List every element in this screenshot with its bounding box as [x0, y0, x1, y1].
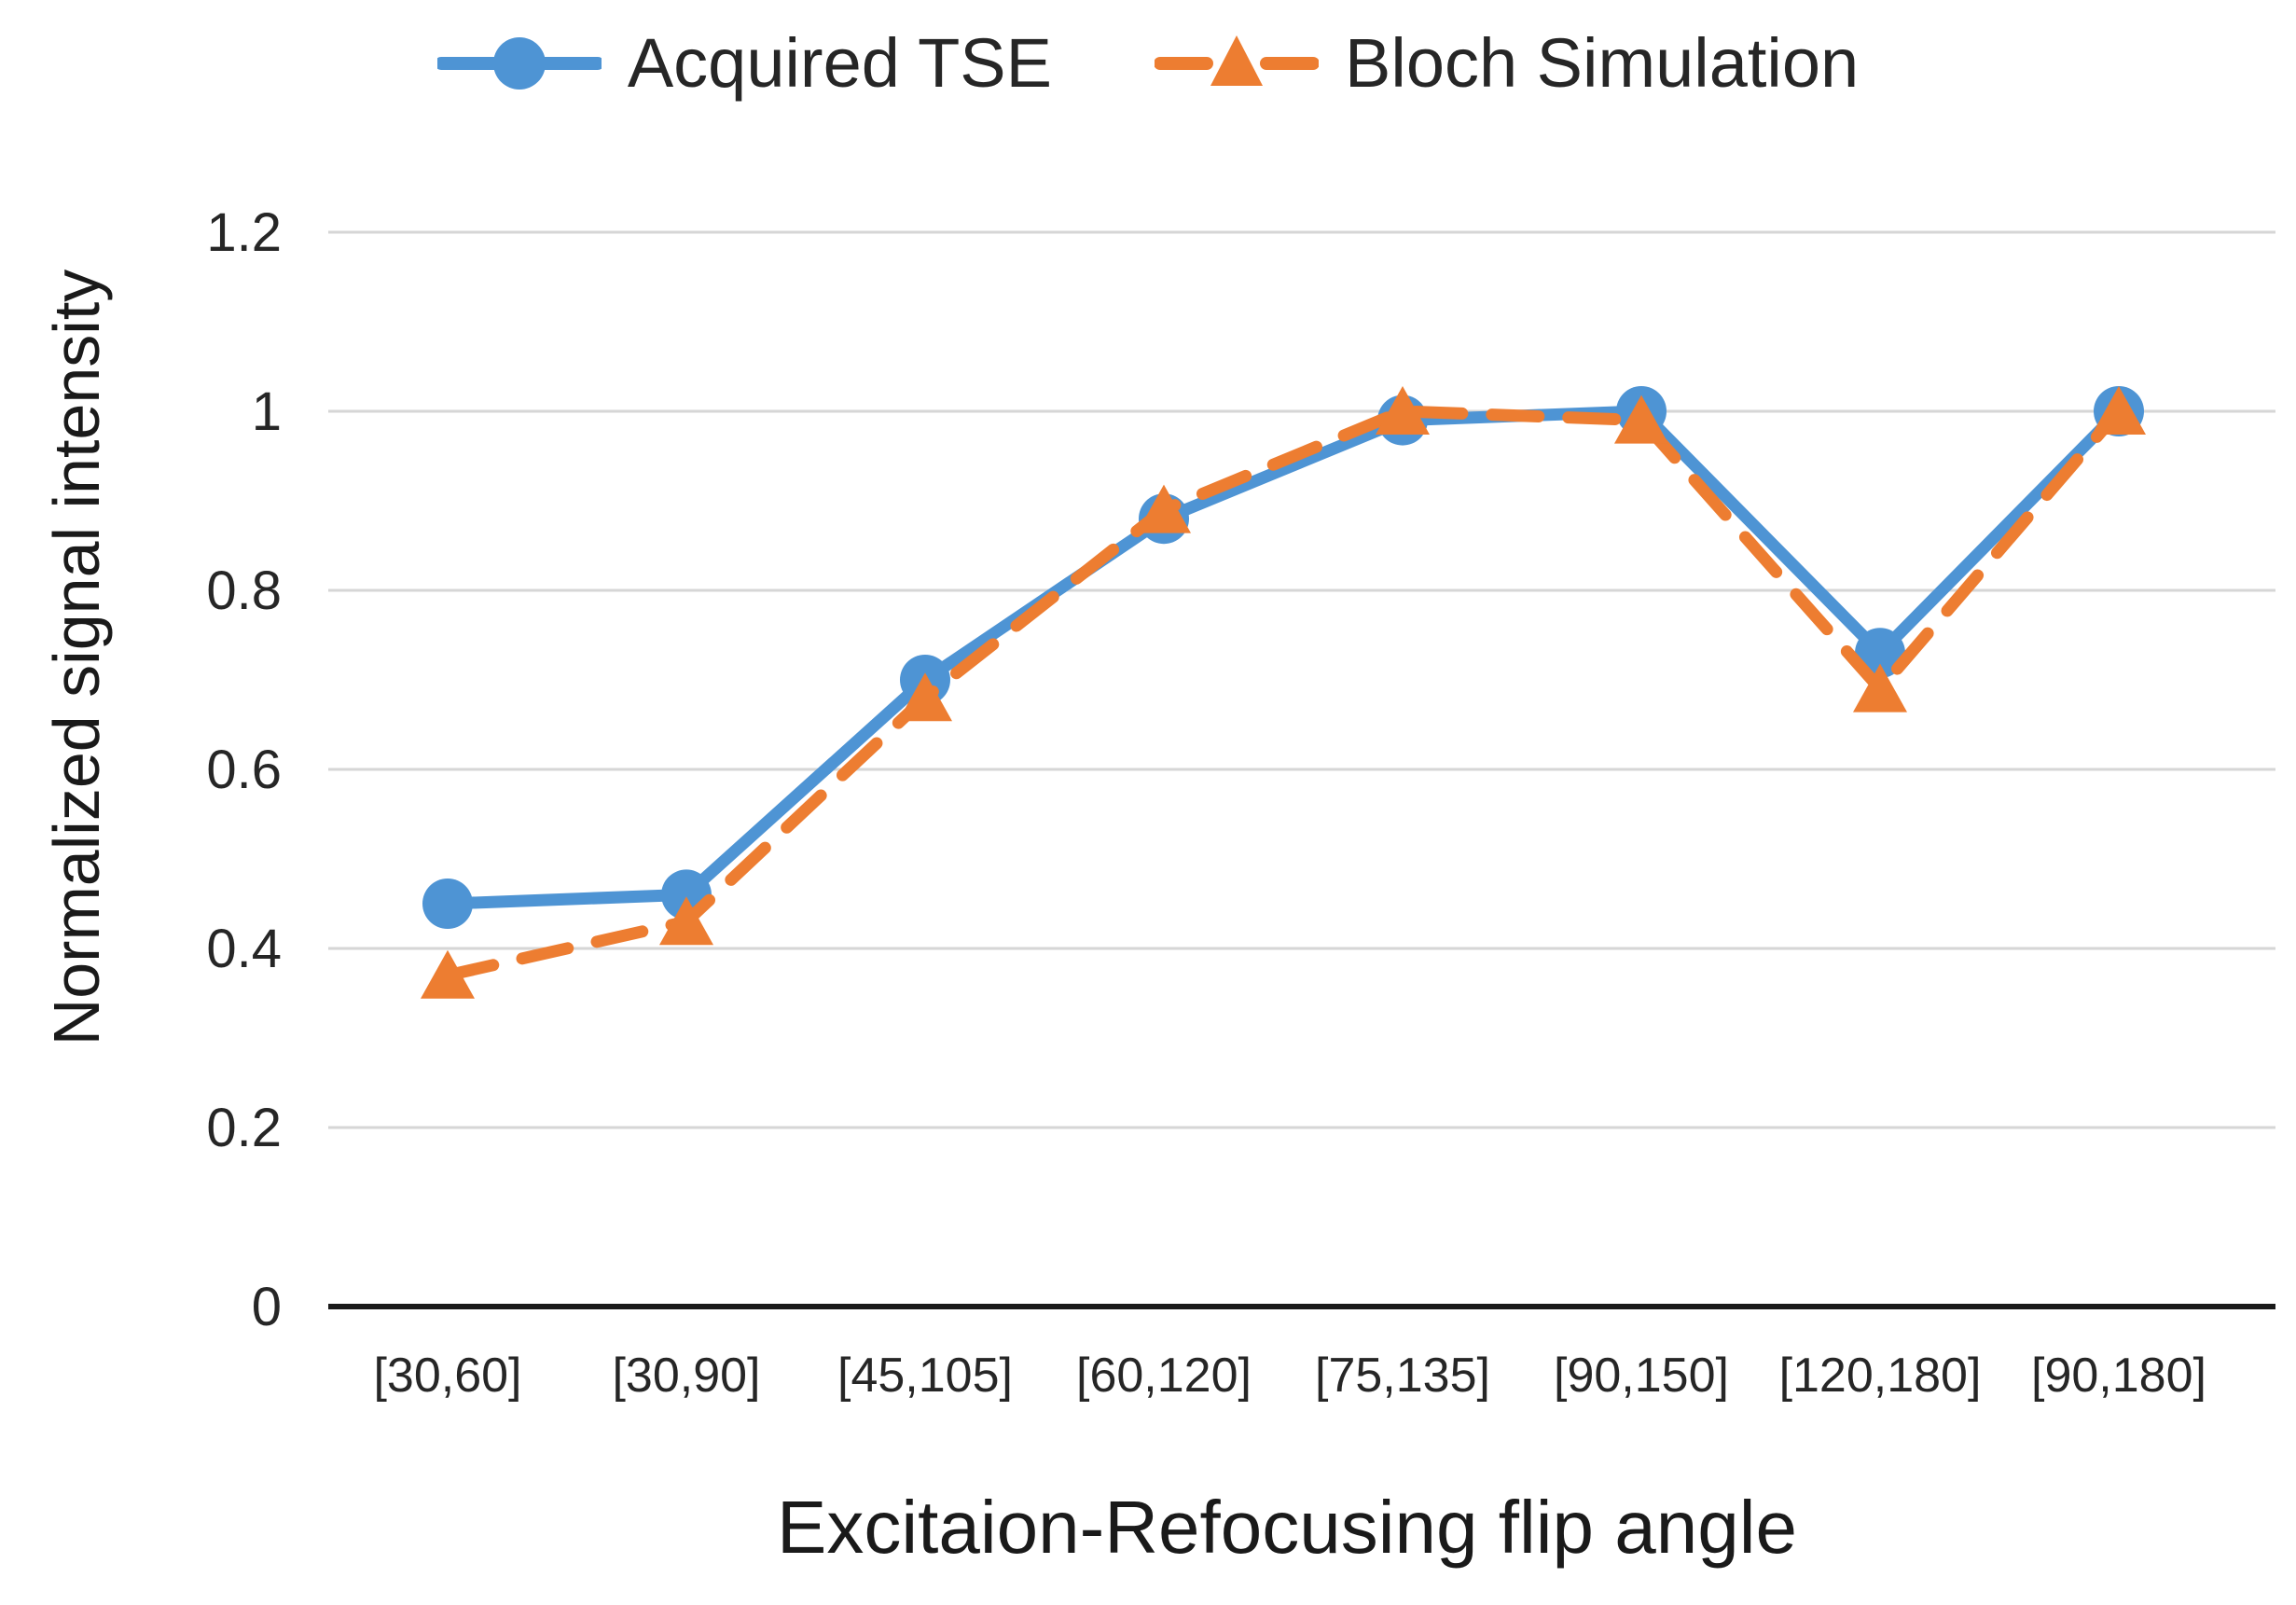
x-tick-label: [75,135] [1315, 1349, 1490, 1403]
y-tick-label: 1 [252, 381, 282, 442]
x-tick-label: [90,150] [1554, 1349, 1729, 1403]
y-tick-label: 0.8 [206, 560, 282, 621]
legend: Acquired TSE Bloch Simulation [0, 24, 2296, 103]
legend-triangle-marker [1210, 35, 1264, 86]
legend-label: Bloch Simulation [1345, 24, 1860, 102]
legend-item-bloch-simulation: Bloch Simulation [1155, 24, 1859, 103]
x-tick-label: [30,60] [373, 1349, 521, 1403]
data-point-marker-bloch-simulation [1853, 663, 1907, 713]
x-axis-title: Excitaion-Refocusing flip angle [777, 1486, 1797, 1569]
data-point-marker-bloch-simulation [1614, 394, 1668, 444]
x-tick-label: [30,90] [612, 1349, 760, 1403]
x-tick-label: [90,180] [2031, 1349, 2206, 1403]
legend-marker-triangle-icon [1155, 35, 1320, 86]
series-line-bloch-simulation [441, 405, 2125, 982]
legend-circle-marker [492, 37, 546, 90]
y-tick-label: 0 [252, 1277, 282, 1337]
x-tick-label: [45,105] [837, 1349, 1013, 1403]
data-point-marker-bloch-simulation [2092, 386, 2146, 435]
x-tick-label: [60,120] [1076, 1349, 1252, 1403]
data-point-marker-bloch-simulation [1137, 484, 1191, 533]
y-tick-label: 1.2 [206, 202, 282, 263]
data-point-marker-bloch-simulation [421, 949, 475, 999]
legend-marker-circle-icon [436, 37, 602, 90]
y-tick-label: 0.6 [206, 740, 282, 800]
x-tick-label: [120,180] [1779, 1349, 1982, 1403]
data-point-marker-bloch-simulation [659, 896, 713, 946]
legend-label: Acquired TSE [627, 24, 1053, 102]
data-point-marker-acquired-tse [422, 879, 473, 929]
data-point-marker-bloch-simulation [898, 672, 952, 722]
legend-item-acquired-tse: Acquired TSE [436, 24, 1053, 103]
y-tick-label: 0.4 [206, 919, 282, 979]
y-tick-label: 0.2 [206, 1098, 282, 1158]
data-point-marker-bloch-simulation [1376, 386, 1430, 435]
series-line-acquired-tse [441, 405, 2125, 910]
